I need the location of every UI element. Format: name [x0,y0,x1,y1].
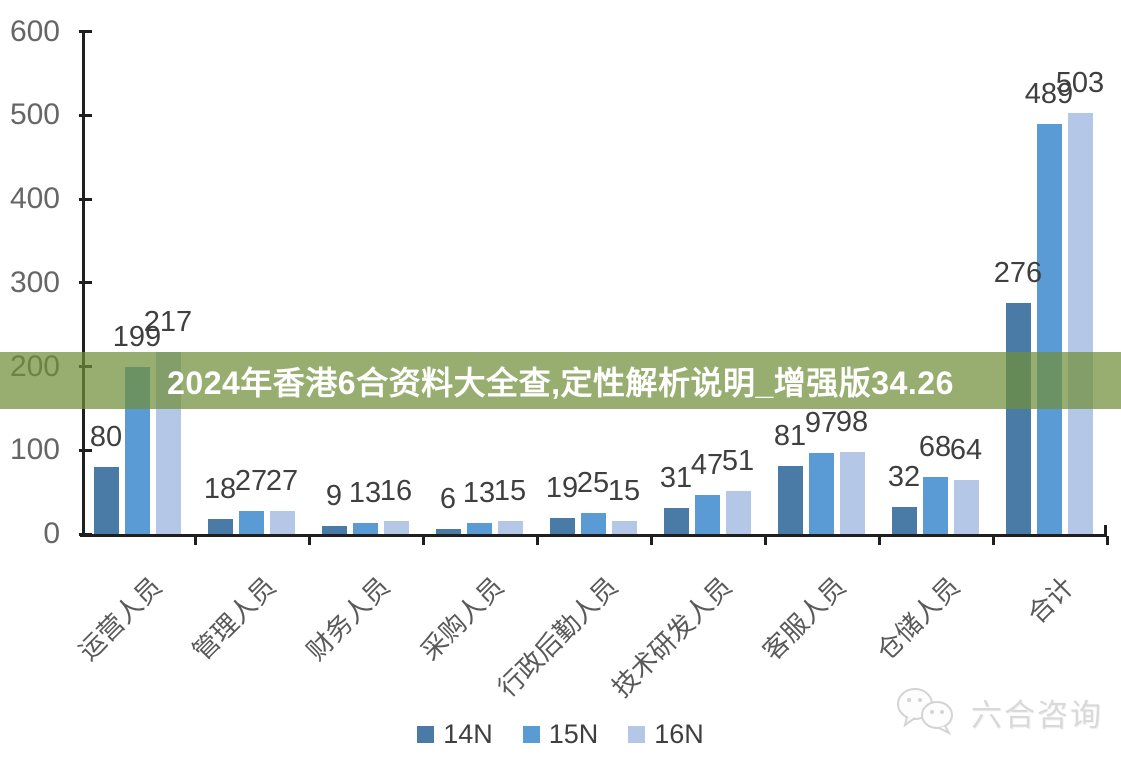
legend-item-15N: 15N [522,719,599,749]
bar-15N [580,513,606,534]
legend-swatch-icon [417,726,435,743]
y-tick-mark [79,532,92,536]
bar-14N [1005,302,1031,534]
y-tick-label: 300 [9,265,60,299]
bar-value-label: 97 [804,406,838,439]
x-tick-mark [536,536,539,545]
legend-label: 16N [654,719,704,749]
bar-value-label: 6 [439,482,457,515]
bar-16N [725,491,751,534]
legend-label: 14N [443,719,493,749]
bar-value-label: 27 [234,465,268,498]
bar-14N [93,467,119,534]
legend-item-16N: 16N [628,721,704,748]
bar-value-label: 81 [773,420,807,453]
x-tick-mark [764,536,767,545]
x-tick-mark [878,536,881,545]
bar-value-label: 18 [203,472,237,505]
x-axis-line [80,534,1107,537]
x-tick-mark [1106,536,1109,545]
watermark-text: 六合咨询 [971,697,1103,733]
bar-value-label: 32 [887,461,921,494]
bar-15N [808,452,834,534]
bar-14N [549,518,575,534]
bar-16N [269,511,295,534]
bar-value-label: 9 [325,480,343,513]
legend-item-14N: 14N [417,721,493,748]
y-tick-mark [79,30,92,33]
y-tick-mark [79,197,92,201]
y-tick-label: 0 [43,517,60,550]
watermark: 六合咨询 [895,686,1103,738]
bar-value-label: 51 [721,445,755,478]
bar-value-label: 489 [1024,78,1074,111]
chart-legend: 14N 15N 16N [0,721,1121,748]
bar-value-label: 15 [493,475,527,508]
overlay-banner-text: 2024年香港6合资料大全查,定性解析说明_增强版34.26 [167,364,954,401]
bar-value-label: 503 [1055,66,1105,99]
bar-14N [435,528,461,534]
x-tick-mark [650,536,653,545]
legend-label: 15N [548,719,599,749]
x-tick-mark [308,536,311,545]
bar-16N [383,520,409,534]
overlay-banner: 2024年香港6合资料大全查,定性解析说明_增强版34.26 [0,352,1121,409]
x-tick-mark [992,536,995,545]
bar-16N [953,480,979,534]
legend-swatch-icon [522,726,540,743]
bar-value-label: 13 [462,477,496,510]
y-tick-label: 100 [9,433,60,467]
bar-value-label: 47 [690,448,724,481]
y-tick-label: 600 [9,14,60,48]
bar-16N [1067,112,1093,534]
bar-value-label: 31 [659,462,693,495]
bar-value-label: 19 [545,472,579,505]
x-tick-mark [422,536,425,545]
bar-14N [891,507,917,534]
bar-value-label: 98 [835,405,869,438]
y-tick-mark [79,448,92,452]
bar-value-label: 276 [993,256,1043,289]
bar-value-label: 64 [949,434,983,467]
legend-swatch-icon [628,726,646,743]
bar-14N [321,526,347,534]
bar-14N [663,508,689,534]
x-axis-end-tick [1104,525,1107,534]
bar-16N [611,521,637,534]
bar-15N [1036,124,1062,534]
bar-14N [207,518,233,534]
bar-value-label: 16 [379,474,413,507]
bar-14N [777,466,803,534]
bar-15N [694,494,720,534]
bar-value-label: 80 [89,421,123,453]
bar-15N [466,523,492,534]
bar-15N [922,477,948,534]
x-tick-mark [194,536,197,545]
bar-16N [839,451,865,534]
y-tick-mark [79,113,92,117]
wechat-chat-bubbles-icon [895,684,961,741]
y-tick-label: 500 [9,98,60,132]
bar-value-label: 13 [348,477,382,510]
bar-value-label: 68 [918,431,952,464]
bar-value-label: 27 [265,465,299,498]
bar-value-label: 217 [143,306,193,339]
y-tick-mark [79,281,92,285]
bar-value-label: 15 [607,475,641,508]
bar-15N [352,523,378,534]
bar-15N [238,511,264,534]
bar-value-label: 199 [112,321,162,354]
y-tick-label: 400 [9,182,60,215]
bar-16N [497,521,523,534]
bar-value-label: 25 [576,467,610,500]
